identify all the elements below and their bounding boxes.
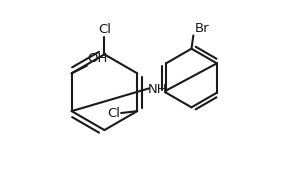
Text: OH: OH: [88, 52, 108, 65]
Text: Br: Br: [194, 22, 209, 35]
Text: Cl: Cl: [98, 23, 111, 36]
Text: Cl: Cl: [107, 107, 120, 120]
Text: NH: NH: [148, 83, 167, 96]
